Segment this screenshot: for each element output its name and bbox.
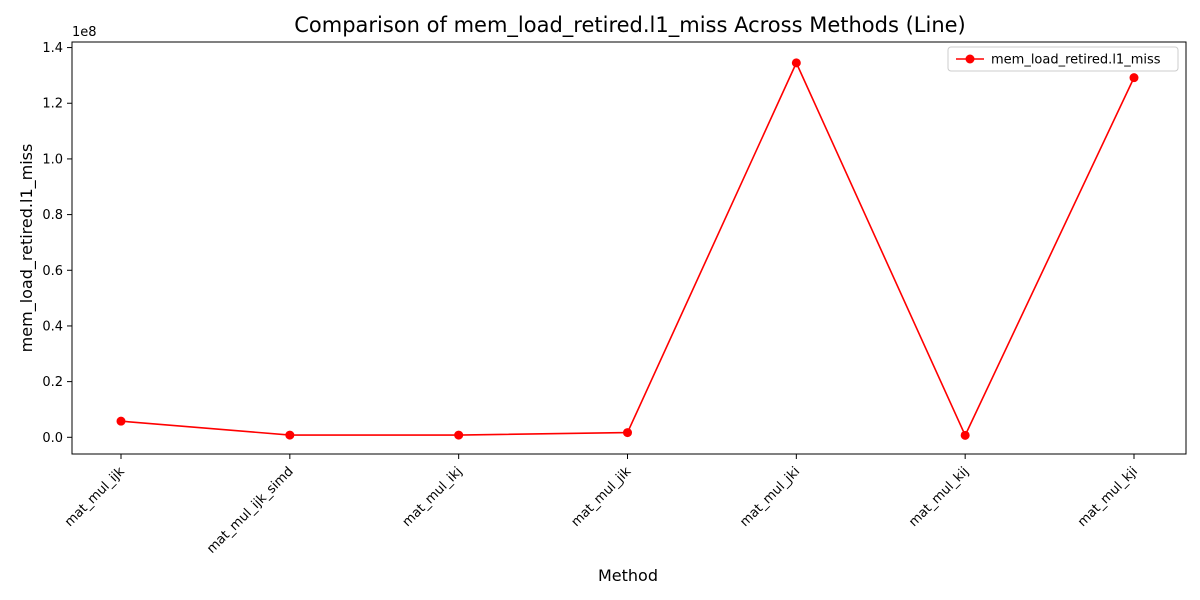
y-axis-label: mem_load_retired.l1_miss	[17, 144, 37, 353]
x-axis: mat_mul_ijk mat_mul_ijk_simd mat_mul_ikj ma…	[62, 454, 1141, 557]
legend-entry-label: mem_load_retired.l1_miss	[991, 53, 1161, 68]
y-axis-offset-label: 1e8	[72, 25, 97, 40]
y-tick-label: 1.2	[42, 97, 63, 112]
y-tick-label: 1.4	[42, 41, 63, 56]
x-tick-label: mat_mul_jik	[569, 464, 635, 530]
y-tick-label: 0.0	[42, 431, 63, 446]
x-axis-label: Method	[598, 566, 658, 585]
x-tick-label: mat_mul_kij	[906, 464, 972, 530]
data-point[interactable]	[454, 430, 464, 440]
data-point[interactable]	[791, 58, 801, 68]
y-tick-label: 0.2	[42, 375, 63, 390]
x-tick-label: mat_mul_jki	[737, 464, 803, 530]
legend-box	[947, 46, 1179, 72]
x-tick-label: mat_mul_kji	[1075, 464, 1141, 530]
y-axis: 0.0 0.2 0.4 0.6 0.8 1.0 1.2 1.4	[42, 41, 72, 446]
series-line	[120, 62, 1135, 437]
x-tick-label: mat_mul_ijk_simd	[204, 464, 296, 556]
y-tick-label: 0.6	[42, 264, 63, 279]
plot-area-frame	[71, 41, 1187, 455]
y-tick-label: 0.8	[42, 208, 63, 223]
chart-title: Comparison of mem_load_retired.l1_miss A…	[294, 13, 966, 38]
data-point[interactable]	[116, 416, 126, 426]
legend-marker-swatch	[965, 54, 975, 64]
data-point[interactable]	[285, 430, 295, 440]
data-point[interactable]	[623, 428, 632, 438]
x-tick-label: mat_mul_ijk	[62, 464, 128, 530]
y-tick-label: 0.4	[42, 319, 63, 334]
series-layer	[116, 58, 1139, 440]
legend[interactable]: mem_load_retired.l1_miss	[947, 46, 1179, 72]
data-point[interactable]	[960, 430, 970, 440]
y-tick-label: 1.0	[42, 152, 63, 167]
x-tick-label: mat_mul_ikj	[400, 464, 466, 530]
data-point[interactable]	[1129, 73, 1139, 83]
